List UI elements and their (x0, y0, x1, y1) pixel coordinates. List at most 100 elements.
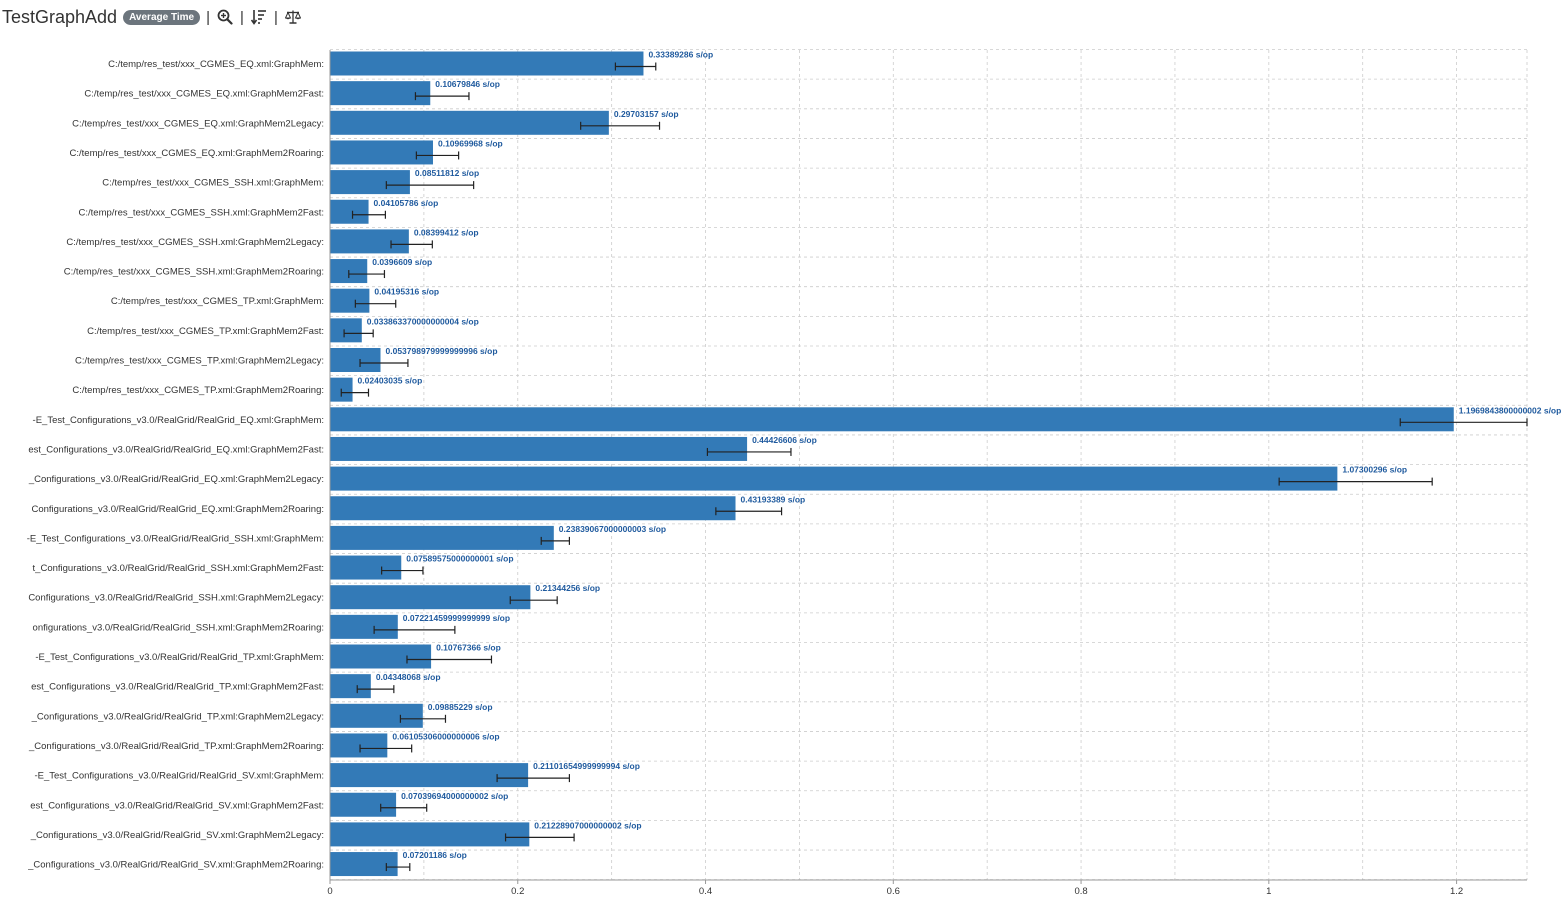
value-label: 1.07300296 s/op (1342, 465, 1407, 475)
category-label: Configurations_v3.0/RealGrid/RealGrid_SS… (28, 593, 324, 604)
bar[interactable] (330, 703, 423, 728)
category-label: est_Configurations_v3.0/RealGrid/RealGri… (28, 444, 324, 455)
header: TestGraphAdd Average Time | | | (2, 4, 302, 30)
category-label: _Configurations_v3.0/RealGrid/RealGrid_T… (31, 711, 324, 722)
x-axis: 0 0.2 0.4 0.6 0.8 1 1.2 (327, 50, 1527, 897)
value-label: 0.08399412 s/op (414, 227, 479, 237)
bar[interactable] (330, 614, 398, 639)
category-label: _Configurations_v3.0/RealGrid/RealGrid_S… (30, 830, 324, 841)
value-label: 0.10969968 s/op (438, 138, 503, 148)
value-label: 0.33389286 s/op (648, 50, 713, 60)
category-label: _Configurations_v3.0/RealGrid/RealGrid_E… (28, 474, 324, 485)
value-label: 0.21228907000000002 s/op (534, 820, 641, 830)
category-label: est_Configurations_v3.0/RealGrid/RealGri… (31, 682, 324, 693)
x-tick-label: 0.2 (511, 886, 524, 897)
bar[interactable] (330, 496, 736, 521)
value-label: 0.23839067000000003 s/op (559, 524, 666, 534)
category-label: C:/temp/res_test/xxx_CGMES_TP.xml:GraphM… (111, 296, 324, 307)
bar[interactable] (330, 674, 371, 699)
bar[interactable] (330, 644, 432, 669)
value-label: 0.43193389 s/op (741, 494, 806, 504)
value-label: 0.08511812 s/op (415, 168, 479, 178)
error-bars (340, 62, 1528, 872)
zoom-icon[interactable] (216, 8, 234, 26)
category-label: est_Configurations_v3.0/RealGrid/RealGri… (30, 800, 324, 811)
value-label: 0.44426606 s/op (752, 435, 817, 445)
category-label: C:/temp/res_test/xxx_CGMES_EQ.xml:GraphM… (70, 148, 324, 159)
value-label: 0.09885229 s/op (428, 702, 493, 712)
category-label: C:/temp/res_test/xxx_CGMES_EQ.xml:GraphM… (84, 89, 324, 100)
x-tick-label: 0.8 (1074, 886, 1087, 897)
x-tick-label: 1.2 (1450, 886, 1463, 897)
bars (330, 51, 1454, 877)
toolbar-separator: | (240, 8, 244, 26)
value-label: 0.06105306000000006 s/op (392, 731, 499, 741)
bar[interactable] (330, 763, 529, 788)
category-label: C:/temp/res_test/xxx_CGMES_TP.xml:GraphM… (87, 326, 324, 337)
bar[interactable] (330, 170, 410, 195)
bar[interactable] (330, 110, 609, 135)
value-label: 0.04195316 s/op (374, 287, 439, 297)
value-label: 0.02403035 s/op (358, 376, 423, 386)
bar[interactable] (330, 288, 370, 313)
category-label: Configurations_v3.0/RealGrid/RealGrid_EQ… (31, 504, 324, 515)
value-label: 0.29703157 s/op (614, 109, 679, 119)
bar[interactable] (330, 733, 388, 758)
value-label: 0.21101654999999994 s/op (533, 761, 640, 771)
value-label: 0.07221459999999999 s/op (403, 613, 510, 623)
value-label: 0.04105786 s/op (374, 198, 439, 208)
page-title: TestGraphAdd (2, 6, 118, 27)
category-label: C:/temp/res_test/xxx_CGMES_EQ.xml:GraphM… (108, 59, 324, 70)
category-label: C:/temp/res_test/xxx_CGMES_SSH.xml:Graph… (79, 207, 324, 218)
labels: C:/temp/res_test/xxx_CGMES_EQ.xml:GraphM… (27, 50, 1562, 871)
x-tick-label: 0 (327, 886, 332, 897)
value-label: 0.0396609 s/op (372, 257, 432, 267)
value-label: 0.10679846 s/op (435, 79, 500, 89)
x-tick-label: 0.6 (887, 886, 900, 897)
bar[interactable] (330, 407, 1454, 432)
value-label: 0.033863370000000004 s/op (367, 316, 479, 326)
toolbar-separator: | (206, 8, 211, 26)
x-tick-label: 0.4 (699, 886, 712, 897)
mode-badge[interactable]: Average Time (123, 9, 201, 25)
value-label: 0.21344256 s/op (535, 583, 600, 593)
bar[interactable] (330, 466, 1338, 491)
grid (330, 49, 1528, 881)
bar[interactable] (330, 140, 433, 165)
bar[interactable] (330, 318, 362, 343)
bar[interactable] (330, 822, 530, 847)
category-label: -E_Test_Configurations_v3.0/RealGrid/Rea… (34, 771, 324, 782)
category-label: _Configurations_v3.0/RealGrid/RealGrid_T… (28, 741, 324, 752)
value-label: 0.07589575000000001 s/op (406, 554, 513, 564)
toolbar-separator: | (273, 8, 278, 26)
balance-icon[interactable] (284, 8, 302, 26)
category-label: C:/temp/res_test/xxx_CGMES_EQ.xml:GraphM… (72, 118, 324, 129)
value-label: 0.07039694000000002 s/op (401, 791, 508, 801)
value-label: 0.10767366 s/op (436, 643, 501, 653)
bar[interactable] (330, 792, 397, 817)
value-label: 0.04348068 s/op (376, 672, 441, 682)
bar[interactable] (330, 51, 644, 76)
value-label: 0.053798979999999996 s/op (386, 346, 498, 356)
category-label: -E_Test_Configurations_v3.0/RealGrid/Rea… (35, 652, 324, 663)
bar[interactable] (330, 348, 381, 372)
bar[interactable] (330, 852, 398, 877)
category-label: C:/temp/res_test/xxx_CGMES_SSH.xml:Graph… (64, 267, 324, 278)
bar[interactable] (330, 525, 554, 550)
category-label: _Configurations_v3.0/RealGrid/RealGrid_S… (27, 860, 324, 871)
bar[interactable] (330, 436, 748, 461)
bar[interactable] (330, 229, 409, 254)
bar[interactable] (330, 199, 369, 224)
value-label: 0.07201186 s/op (403, 850, 467, 860)
bar[interactable] (330, 585, 531, 610)
value-label: 1.1969843800000002 s/op (1459, 405, 1562, 415)
category-label: C:/temp/res_test/xxx_CGMES_SSH.xml:Graph… (66, 237, 324, 248)
bar[interactable] (330, 555, 402, 580)
category-label: onfigurations_v3.0/RealGrid/RealGrid_SSH… (33, 622, 324, 633)
sort-icon[interactable] (250, 8, 268, 26)
category-label: -E_Test_Configurations_v3.0/RealGrid/Rea… (33, 415, 324, 426)
bar[interactable] (330, 81, 431, 106)
x-tick-label: 1 (1266, 886, 1271, 897)
category-label: C:/temp/res_test/xxx_CGMES_TP.xml:GraphM… (72, 385, 324, 396)
